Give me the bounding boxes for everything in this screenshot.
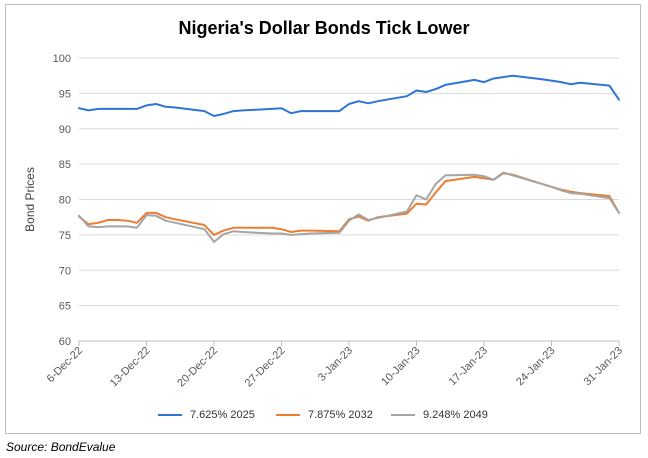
- line-chart: 60 65 70 75 80 85 90 95 100 6-Dec-22 13-Dec-22 20-D…: [23, 53, 626, 390]
- legend-swatch-2049: [391, 414, 415, 416]
- legend-item-2032: 7.875% 2032: [276, 409, 373, 421]
- y-tick-label-90: 90: [59, 124, 71, 136]
- y-tick-label-70: 70: [59, 265, 71, 277]
- legend-label-2025: 7.625% 2025: [190, 409, 255, 421]
- x-tick-label-6: 17-Jan-23: [447, 345, 491, 389]
- y-tick-label-100: 100: [53, 53, 71, 65]
- legend-item-2025: 7.625% 2025: [158, 409, 255, 421]
- x-tick-label-2: 20-Dec-22: [175, 345, 220, 390]
- y-tick-label-65: 65: [59, 301, 71, 313]
- legend-label-2032: 7.875% 2032: [308, 409, 373, 421]
- y-tick-label-80: 80: [59, 195, 71, 207]
- legend-label-2049: 9.248% 2049: [423, 409, 488, 421]
- chart-frame: 60 65 70 75 80 85 90 95 100 6-Dec-22 13-Dec-22 20-D…: [5, 4, 641, 434]
- chart-title: Nigeria's Dollar Bonds Tick Lower: [178, 18, 470, 38]
- x-tick-label-7: 24-Jan-23: [514, 345, 558, 389]
- legend-swatch-2032: [276, 414, 300, 416]
- x-tick-label-8: 31-Jan-23: [582, 345, 626, 389]
- series-line-2: [78, 171, 620, 243]
- x-tick-label-0: 6-Dec-22: [45, 345, 85, 385]
- x-tick-label-3: 27-Dec-22: [243, 345, 288, 390]
- y-tick-label-85: 85: [59, 159, 71, 171]
- y-tick-label-60: 60: [59, 336, 71, 348]
- y-tick-label-95: 95: [59, 88, 71, 100]
- legend-swatch-2025: [158, 414, 182, 416]
- y-tick-label-75: 75: [59, 230, 71, 242]
- source-note: Source: BondEvalue: [6, 440, 116, 454]
- x-tick-label-5: 10-Jan-23: [379, 345, 423, 389]
- series-line-0: [78, 74, 620, 117]
- y-axis-title: Bond Prices: [23, 167, 37, 232]
- x-tick-label-4: 3-Jan-23: [316, 345, 355, 384]
- x-tick-label-1: 13-Dec-22: [108, 345, 153, 390]
- legend-item-2049: 9.248% 2049: [391, 409, 488, 421]
